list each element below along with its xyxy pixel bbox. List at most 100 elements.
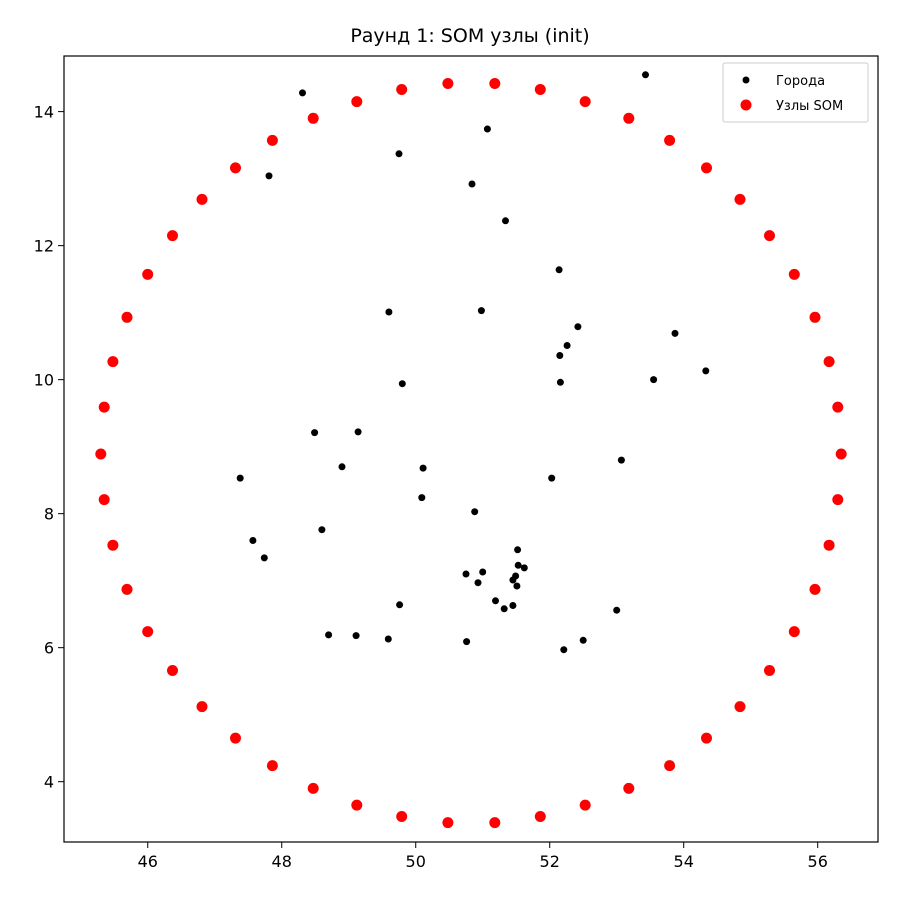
city-point <box>479 568 487 576</box>
som-node-point <box>534 84 546 95</box>
city-point <box>477 307 485 315</box>
city-point <box>396 601 404 609</box>
city-point <box>613 606 621 614</box>
data-points <box>95 71 847 829</box>
y-tick-label: 12 <box>34 237 54 256</box>
som-node-point <box>167 665 178 676</box>
city-point <box>702 367 710 375</box>
city-point <box>249 537 257 544</box>
som-node-point <box>266 760 278 772</box>
city-point <box>563 342 571 349</box>
city-point <box>395 150 403 158</box>
som-node-point <box>823 356 835 368</box>
city-point <box>555 266 563 274</box>
x-tick-label: 46 <box>138 852 158 871</box>
city-point <box>500 605 508 613</box>
y-tick-label: 4 <box>44 773 54 792</box>
som-node-point <box>835 448 847 460</box>
som-node-point <box>307 782 319 794</box>
city-point <box>650 376 658 384</box>
city-point <box>384 635 392 643</box>
city-point <box>574 323 582 331</box>
som-node-point <box>489 78 501 89</box>
city-point <box>492 597 499 605</box>
som-node-point <box>764 230 775 242</box>
city-point <box>398 380 406 388</box>
som-node-point <box>230 732 241 744</box>
som-node-point <box>442 78 454 89</box>
city-point <box>617 456 625 464</box>
som-node-point <box>623 112 635 124</box>
som-node-point <box>534 811 546 822</box>
som-node-point <box>579 799 591 811</box>
city-point <box>514 546 522 554</box>
legend-marker-cities <box>742 76 750 84</box>
y-tick-label: 10 <box>34 371 54 390</box>
chart-title: Раунд 1: SOM узлы (init) <box>350 25 589 47</box>
som-node-point <box>664 134 676 146</box>
som-node-point <box>623 782 635 794</box>
som-node-point <box>701 732 712 744</box>
plot-area <box>63 55 879 843</box>
city-point <box>265 172 273 180</box>
legend-marker-som-nodes <box>740 99 752 111</box>
som-node-point <box>734 701 746 713</box>
som-node-point <box>579 96 591 108</box>
city-point <box>260 554 268 562</box>
x-axis: 46 48 50 52 54 56 <box>138 842 828 871</box>
som-node-point <box>98 494 110 506</box>
x-tick-label: 54 <box>674 852 694 871</box>
city-point <box>579 636 587 644</box>
city-point <box>548 474 556 482</box>
city-point <box>556 378 564 386</box>
city-point <box>513 582 521 590</box>
som-node-point <box>196 193 208 205</box>
city-point <box>462 570 470 578</box>
som-node-point <box>167 230 178 242</box>
som-node-point <box>196 701 208 713</box>
y-tick-label: 14 <box>34 103 54 122</box>
som-node-point <box>142 268 154 280</box>
x-tick-label: 48 <box>272 852 292 871</box>
city-point <box>385 308 393 316</box>
som-node-point <box>142 626 154 638</box>
som-node-point <box>788 626 800 638</box>
som-node-point <box>121 583 133 595</box>
som-node-point <box>351 96 363 108</box>
som-node-point <box>823 539 835 551</box>
city-point <box>471 508 479 516</box>
city-point <box>556 352 564 359</box>
city-point <box>236 474 244 482</box>
som-node-point <box>788 268 800 280</box>
som-node-point <box>809 583 821 595</box>
x-tick-label: 52 <box>540 852 560 871</box>
som-node-point <box>396 811 408 822</box>
legend-label-cities: Города <box>776 74 825 89</box>
city-point <box>463 638 471 646</box>
city-point <box>483 125 491 133</box>
city-point <box>560 646 568 654</box>
city-point <box>671 329 679 337</box>
som-node-point <box>764 665 775 676</box>
x-tick-label: 56 <box>808 852 828 871</box>
city-point <box>318 526 326 534</box>
city-point <box>520 564 528 572</box>
city-point <box>311 429 319 437</box>
som-node-point <box>266 134 278 146</box>
som-node-point <box>107 539 119 551</box>
som-node-point <box>121 311 133 323</box>
som-node-point <box>734 193 746 205</box>
city-point <box>509 576 517 584</box>
legend-box <box>722 62 869 123</box>
som-node-point <box>396 84 408 95</box>
som-node-point <box>442 817 454 829</box>
city-point <box>325 631 333 639</box>
som-node-point <box>489 817 501 829</box>
x-tick-label: 50 <box>406 852 426 871</box>
legend: Города Узлы SOM <box>722 62 869 123</box>
y-tick-label: 8 <box>44 505 54 524</box>
city-point <box>419 464 427 472</box>
som-node-point <box>230 162 241 174</box>
city-point <box>502 217 509 225</box>
